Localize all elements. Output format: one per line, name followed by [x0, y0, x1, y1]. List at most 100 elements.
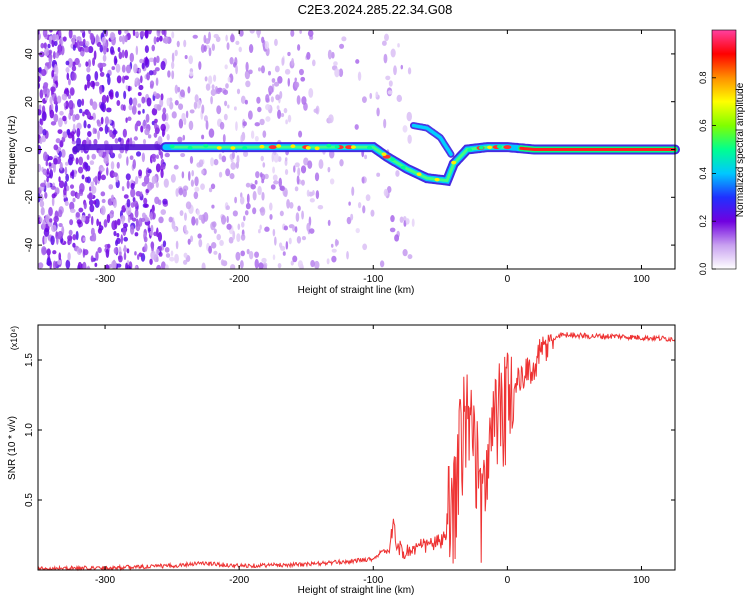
spectrogram-noise-dot: [88, 30, 91, 35]
spectrogram-noise-dot: [47, 43, 51, 49]
spectrogram-noise-dot: [274, 38, 278, 47]
snr-y-exponent: (x10⁴): [9, 326, 19, 350]
spectrogram-noise-dot: [292, 225, 296, 232]
spectrogram-noise-dot: [254, 122, 261, 127]
spectrogram-noise-dot: [128, 97, 133, 106]
spectrogram-noise-dot: [270, 184, 276, 190]
spectrogram-noise-dot: [62, 115, 67, 122]
spectrogram-noise-dot: [181, 112, 186, 122]
spectrogram-noise-dot: [147, 30, 152, 35]
spectrogram-noise-dot: [194, 94, 199, 103]
spectrogram-noise-dot: [121, 49, 125, 59]
spectrogram-noise-dot: [238, 46, 242, 53]
spectrogram-noise-dot: [92, 57, 96, 67]
spectrogram-noise-dot: [79, 30, 85, 33]
spectrogram-ridge-blob: [434, 177, 440, 182]
spectrogram-noise-dot: [134, 77, 141, 86]
spectrogram-noise-dot: [135, 223, 141, 232]
spectrogram-noise-dot: [84, 45, 90, 53]
spectrogram-noise-dot: [132, 159, 136, 170]
spectrogram-noise-dot: [245, 202, 251, 210]
spectrogram-noise-dot: [303, 157, 309, 166]
spectrogram-noise-dot: [107, 75, 111, 86]
spectrogram-noise-dot: [122, 104, 126, 112]
spectrogram-noise-dot: [124, 30, 129, 34]
spectrogram-noise-dot: [198, 214, 204, 221]
spectrogram-ridge-blob: [276, 144, 282, 148]
spectrogram-noise-dot: [239, 196, 245, 205]
spectrogram-noise-dot: [301, 210, 304, 220]
spectrogram-noise-dot: [151, 107, 158, 116]
chart-title: C2E3.2024.285.22.34.G08: [298, 2, 453, 17]
spectrogram-noise-dot: [91, 153, 97, 160]
snr-y-tick-label: 1.5: [24, 353, 35, 367]
spectrogram-noise-dot: [82, 111, 85, 117]
spectrogram-noise-dot: [89, 160, 95, 166]
spectrogram-noise-dot: [99, 85, 103, 95]
spectrogram-noise-dot: [81, 98, 85, 106]
spectrogram-x-tick-label: -300: [95, 274, 115, 285]
spectrogram-noise-dot: [365, 194, 371, 202]
spectrogram-noise-dot: [216, 233, 221, 241]
snr-frame: [37, 324, 676, 571]
spectrogram-noise-dot: [88, 192, 93, 201]
spectrogram-noise-dot: [354, 124, 359, 130]
spectrogram-noise-dot: [94, 262, 98, 268]
spectrogram-noise-dot: [256, 96, 261, 104]
spectrogram-noise-dot: [297, 167, 301, 177]
spectrogram-noise-dot: [309, 198, 315, 203]
spectrogram-noise-dot: [64, 200, 69, 206]
spectrogram-noise-dot: [83, 201, 87, 210]
snr-series-line: [37, 332, 676, 572]
spectrogram-noise-dot: [228, 236, 234, 244]
spectrogram-noise-dot: [315, 190, 320, 200]
spectrogram-noise-dot: [51, 94, 55, 99]
spectrogram-noise-dot: [169, 101, 174, 110]
spectrogram-noise-dot: [213, 158, 219, 166]
spectrogram-noise-dot: [74, 113, 80, 121]
spectrogram-noise-dot: [69, 208, 76, 213]
spectrogram-noise-dot: [151, 175, 157, 184]
spectrogram-noise-dot: [278, 242, 283, 248]
spectrogram-noise-dot: [59, 161, 63, 171]
spectrogram-noise-dot: [234, 196, 238, 204]
spectrogram-noise-dot: [134, 208, 139, 218]
spectrogram-noise-dot: [211, 204, 215, 209]
spectrogram-noise-dot: [92, 81, 95, 90]
spectrogram-noise-dot: [90, 255, 94, 263]
spectrogram-noise-dot: [86, 74, 91, 82]
spectrogram-noise-dot: [383, 118, 387, 129]
spectrogram-noise-dot: [166, 133, 170, 141]
spectrogram-noise-dot: [38, 193, 41, 203]
spectrogram-noise-dot: [163, 30, 167, 37]
spectrogram-noise-dot: [294, 186, 299, 192]
spectrogram-noise-dot: [279, 91, 283, 99]
spectrogram-noise-dot: [164, 264, 169, 269]
spectrogram-noise-dot: [150, 250, 156, 260]
spectrogram-noise-dot: [142, 120, 147, 130]
spectrogram-noise-dot: [75, 230, 79, 241]
spectrogram-noise-dot: [166, 124, 170, 130]
snr-y-ticks: 0.5 1.0 1.5: [24, 353, 675, 507]
spectrogram-noise-dot: [362, 205, 366, 214]
spectrogram-noise-dot: [219, 239, 224, 247]
spectrogram-y-label: Frequency (Hz): [7, 116, 18, 185]
spectrogram-noise-dot: [134, 251, 137, 256]
spectrogram-noise-dot: [301, 96, 307, 105]
spectrogram-noise-dot: [93, 50, 97, 60]
spectrogram-noise-dot: [331, 248, 337, 253]
spectrogram-noise-dot: [141, 181, 147, 187]
spectrogram-noise-dot: [182, 188, 187, 198]
spectrogram-noise-dot: [98, 148, 103, 157]
spectrogram-noise-dot: [236, 88, 241, 95]
spectrogram-noise-dot: [65, 60, 70, 66]
spectrogram-noise-dot: [390, 48, 396, 58]
spectrogram-noise-dot: [38, 108, 42, 116]
spectrogram-noise-dot: [271, 78, 276, 83]
spectrogram-noise-dot: [355, 227, 360, 234]
spectrogram-noise-dot: [87, 123, 91, 129]
spectrogram-noise-dot: [279, 210, 284, 217]
spectrogram-noise-dot: [58, 252, 62, 261]
spectrogram-noise-dot: [49, 169, 54, 179]
spectrogram-noise-dot: [43, 235, 48, 244]
